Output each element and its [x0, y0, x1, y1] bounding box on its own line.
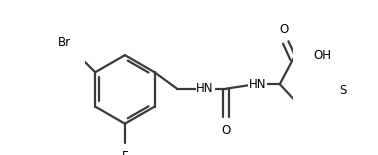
Text: F: F — [122, 150, 128, 155]
Text: HN: HN — [196, 82, 214, 95]
Text: S: S — [339, 84, 347, 97]
Text: HN: HN — [248, 78, 266, 91]
Text: O: O — [222, 124, 231, 137]
Text: O: O — [280, 23, 289, 36]
Text: Br: Br — [58, 36, 71, 49]
Text: OH: OH — [313, 49, 332, 62]
